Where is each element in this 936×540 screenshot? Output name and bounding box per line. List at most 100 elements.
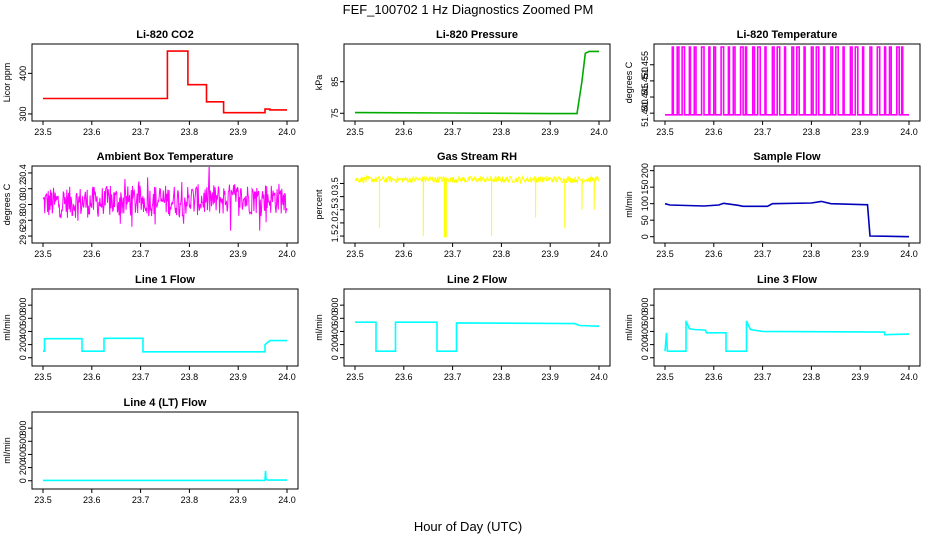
y-tick-label: 400 xyxy=(640,324,650,339)
x-tick-label: 24.0 xyxy=(278,249,296,259)
y-tick-label: 2.5 xyxy=(330,204,340,217)
y-tick-label: 800 xyxy=(18,298,28,313)
series-line-rh xyxy=(354,174,600,238)
x-tick-label: 23.7 xyxy=(132,495,150,505)
x-tick-label: 23.7 xyxy=(444,127,462,137)
x-tick-label: 23.9 xyxy=(851,249,869,259)
y-axis-label: percent xyxy=(314,189,324,220)
x-tick-label: 23.7 xyxy=(754,127,772,137)
series-line-ambient xyxy=(42,167,288,231)
panel-title: Line 4 (LT) Flow xyxy=(124,397,207,409)
y-tick-label: 0 xyxy=(18,478,28,483)
x-tick-label: 23.7 xyxy=(132,372,150,382)
x-tick-label: 23.7 xyxy=(132,127,150,137)
x-tick-label: 23.9 xyxy=(229,249,247,259)
x-tick-label: 23.5 xyxy=(346,249,364,259)
x-tick-label: 23.9 xyxy=(229,495,247,505)
y-tick-label: 0 xyxy=(330,355,340,360)
x-tick-label: 23.6 xyxy=(395,372,413,382)
y-tick-label: 75 xyxy=(330,108,340,118)
panel-title: Li-820 Temperature xyxy=(737,29,838,41)
y-axis-label: ml/min xyxy=(314,314,324,341)
x-tick-label: 24.0 xyxy=(278,372,296,382)
x-tick-label: 23.7 xyxy=(444,249,462,259)
y-tick-label: 51.450 xyxy=(640,67,650,95)
y-tick-label: 150 xyxy=(640,180,650,195)
x-tick-label: 23.5 xyxy=(346,372,364,382)
x-tick-label: 23.6 xyxy=(83,372,101,382)
y-tick-label: 600 xyxy=(640,311,650,326)
x-tick-label: 23.7 xyxy=(444,372,462,382)
panel-7: Line 1 Flow 23.5 23.6 23.7 23.8 23.9 24.0 0 2004… xyxy=(2,274,299,382)
y-tick-label: 30.4 xyxy=(18,164,28,182)
y-tick-label: 85 xyxy=(330,77,340,87)
y-tick-label: 200 xyxy=(330,337,340,352)
y-tick-label: 600 xyxy=(18,311,28,326)
series-line-pressure xyxy=(354,50,599,115)
y-tick-label: 200 xyxy=(640,163,650,178)
y-tick-label: 3.0 xyxy=(330,190,340,203)
x-tick-label: 23.5 xyxy=(346,127,364,137)
x-tick-label: 23.5 xyxy=(34,249,52,259)
y-tick-label: 0 xyxy=(640,234,650,239)
x-tick-label: 23.5 xyxy=(656,249,674,259)
x-tick-label: 23.5 xyxy=(34,372,52,382)
figure-title: FEF_100702 1 Hz Diagnostics Zoomed PM xyxy=(343,2,594,17)
plot-frame xyxy=(653,165,921,244)
plot-frame xyxy=(343,43,611,122)
panels: Li-820 CO2 23.5 23.6 23.7 23.8 23.9 24.0 300 400… xyxy=(2,29,921,505)
panel-9: Line 3 Flow 23.5 23.6 23.7 23.8 23.9 24.0 0 2004… xyxy=(624,274,921,382)
y-axis-label: ml/min xyxy=(2,314,12,341)
panel-title: Li-820 CO2 xyxy=(136,29,193,41)
x-tick-label: 23.8 xyxy=(493,249,511,259)
series-line-sample xyxy=(664,200,910,238)
y-axis-label: degrees C xyxy=(2,183,12,225)
series-line-line-4 xyxy=(43,470,287,482)
y-tick-label: 2.0 xyxy=(330,217,340,230)
y-axis-label: degrees C xyxy=(624,61,634,103)
panel-1: Li-820 CO2 23.5 23.6 23.7 23.8 23.9 24.0 300 400… xyxy=(2,29,299,137)
plot-frame xyxy=(31,43,299,122)
x-tick-label: 23.5 xyxy=(34,495,52,505)
y-axis-label: Licor ppm xyxy=(2,63,12,103)
x-tick-label: 23.8 xyxy=(803,249,821,259)
panel-8: Line 2 Flow 23.5 23.6 23.7 23.8 23.9 24.0 0 2004… xyxy=(314,274,611,382)
series-line-co2 xyxy=(43,50,287,114)
x-tick-label: 23.8 xyxy=(181,495,199,505)
y-tick-label: 800 xyxy=(640,298,650,313)
panel-title: Li-820 Pressure xyxy=(436,29,518,41)
series-line-temperature xyxy=(665,46,909,116)
x-tick-label: 23.9 xyxy=(541,127,559,137)
panel-3: Li-820 Temperature 23.5 23.6 23.7 23.8 23.9 24… xyxy=(624,29,921,137)
panel-5: Gas Stream RH 23.5 23.6 23.7 23.8 23.9 24.0 1.5… xyxy=(314,151,611,259)
y-tick-label: 29.6 xyxy=(18,227,28,245)
y-axis-label: kPa xyxy=(314,75,324,91)
y-axis-label: ml/min xyxy=(624,191,634,218)
plot-frame xyxy=(343,288,611,367)
panel-title: Line 2 Flow xyxy=(447,274,507,286)
x-tick-label: 23.5 xyxy=(656,372,674,382)
y-tick-label: 50 xyxy=(640,215,650,225)
x-tick-label: 23.9 xyxy=(541,249,559,259)
y-tick-label: 400 xyxy=(330,324,340,339)
x-tick-label: 23.8 xyxy=(181,372,199,382)
series-line-line-1 xyxy=(43,337,287,353)
panel-10: Line 4 (LT) Flow 23.5 23.6 23.7 23.8 23.9 24.0… xyxy=(2,397,299,505)
y-tick-label: 200 xyxy=(18,337,28,352)
x-tick-label: 23.6 xyxy=(705,249,723,259)
y-tick-label: 51.445 xyxy=(640,83,650,111)
y-tick-label: 30.0 xyxy=(18,196,28,214)
y-tick-label: 300 xyxy=(18,106,28,121)
x-tick-label: 23.5 xyxy=(656,127,674,137)
x-tick-label: 23.6 xyxy=(395,127,413,137)
x-tick-label: 23.9 xyxy=(541,372,559,382)
plot-frame xyxy=(653,288,921,367)
y-tick-label: 400 xyxy=(18,66,28,81)
y-tick-label: 400 xyxy=(18,447,28,462)
x-tick-label: 23.9 xyxy=(229,372,247,382)
x-tick-label: 24.0 xyxy=(278,495,296,505)
y-tick-label: 800 xyxy=(18,421,28,436)
x-tick-label: 23.9 xyxy=(851,372,869,382)
x-tick-label: 23.6 xyxy=(705,127,723,137)
y-tick-label: 30.2 xyxy=(18,180,28,198)
